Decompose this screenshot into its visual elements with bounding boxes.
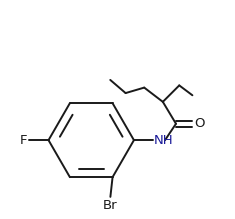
Text: O: O: [194, 117, 205, 130]
Text: Br: Br: [103, 199, 118, 212]
Text: F: F: [20, 134, 27, 147]
Text: NH: NH: [153, 134, 173, 147]
